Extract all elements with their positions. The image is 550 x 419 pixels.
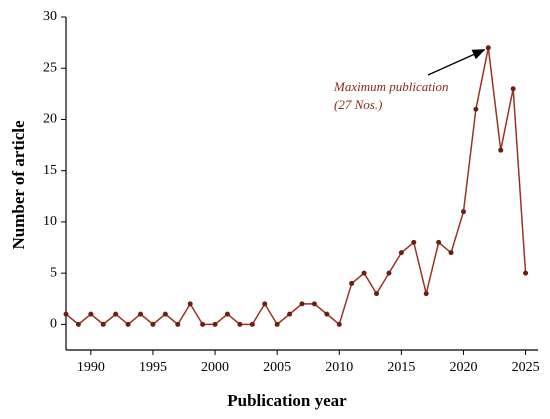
point (411, 239, 417, 245)
x-tick-label: 1995 (139, 360, 167, 375)
point (324, 311, 330, 317)
point (523, 270, 529, 276)
point (125, 321, 131, 327)
point (336, 321, 342, 327)
y-tick-label: 25 (43, 60, 57, 75)
y-tick-label: 5 (50, 265, 57, 280)
point (249, 321, 255, 327)
point (398, 250, 404, 256)
point (212, 321, 218, 327)
point (448, 250, 454, 256)
point (162, 311, 168, 317)
y-tick-label: 0 (50, 317, 57, 332)
point (138, 311, 144, 317)
point (113, 311, 119, 317)
point (510, 86, 516, 92)
point (100, 321, 106, 327)
annotation: Maximum publication (333, 79, 448, 94)
x-axis-label: Publication year (227, 391, 347, 410)
point (63, 311, 69, 317)
point (262, 301, 268, 307)
x-tick-label: 2000 (201, 360, 229, 375)
point (274, 321, 280, 327)
x-tick-label: 2025 (512, 360, 540, 375)
point (423, 291, 429, 297)
x-tick-label: 2015 (387, 360, 415, 375)
point (386, 270, 392, 276)
x-tick-label: 2005 (263, 360, 291, 375)
point (224, 311, 230, 317)
point (237, 321, 243, 327)
point (361, 270, 367, 276)
point (200, 321, 206, 327)
point (75, 321, 81, 327)
point (88, 311, 94, 317)
x-tick-label: 2010 (325, 360, 353, 375)
point (299, 301, 305, 307)
point (187, 301, 193, 307)
point (150, 321, 156, 327)
annotation-arrow (427, 49, 486, 76)
point (436, 239, 442, 245)
point (175, 321, 181, 327)
y-tick-label: 15 (43, 163, 57, 178)
x-tick-label: 1990 (77, 360, 105, 375)
y-tick-label: 30 (43, 9, 57, 24)
point (311, 301, 317, 307)
line (65, 47, 527, 326)
point (374, 291, 380, 297)
annotation: (27 Nos.) (334, 97, 382, 112)
point (498, 147, 504, 153)
point (473, 106, 479, 112)
point (287, 311, 293, 317)
point (460, 209, 466, 215)
point (349, 280, 355, 286)
y-tick-label: 10 (43, 214, 57, 229)
point (485, 45, 491, 51)
x-tick-label: 2020 (449, 360, 477, 375)
y-tick-label: 20 (43, 112, 57, 127)
y-axis-label: Number of article (9, 120, 28, 249)
